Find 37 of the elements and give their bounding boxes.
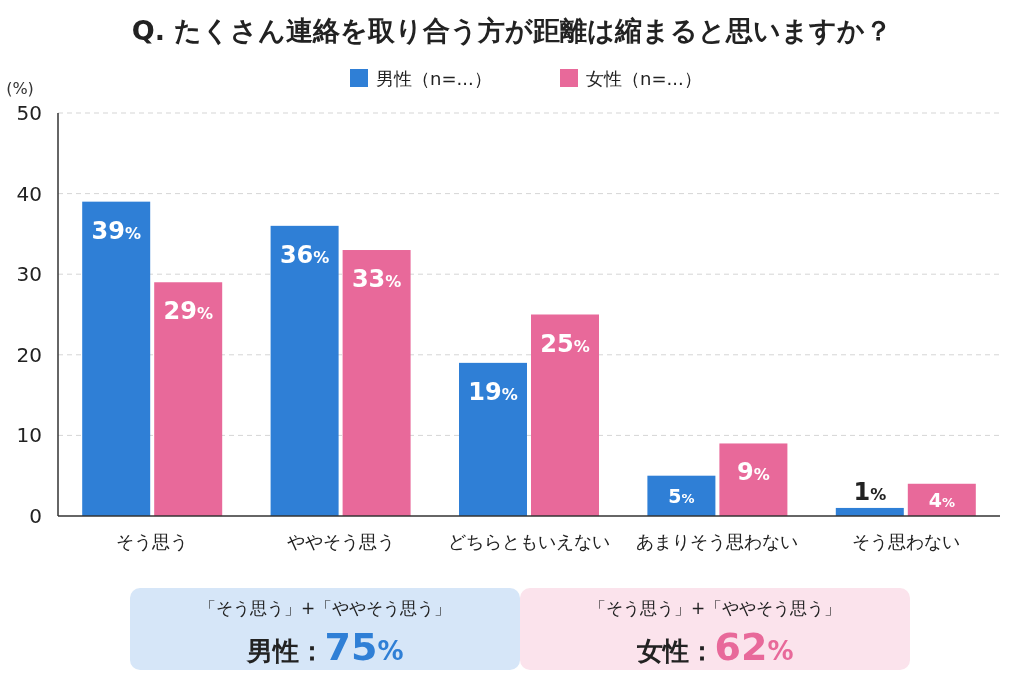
text: 女性：62% — [635, 625, 794, 669]
data-label: 9% — [737, 458, 770, 487]
x-tick-label: どちらともいえない — [448, 531, 610, 552]
x-tick-label: あまりそう思わない — [636, 531, 799, 552]
y-axis-title: (%) — [6, 79, 34, 98]
data-label: 29% — [163, 297, 213, 326]
bar — [154, 282, 223, 516]
data-label: 36% — [279, 240, 330, 269]
y-tick-label: 50 — [16, 101, 42, 125]
data-label: 33% — [351, 265, 402, 294]
bar — [82, 201, 151, 516]
y-tick-label: 20 — [16, 342, 42, 367]
bar — [719, 443, 788, 516]
data-label: 4% — [928, 488, 955, 511]
y-tick-label: 30 — [16, 262, 42, 287]
bar — [270, 225, 339, 516]
x-tick-label: そう思わない — [851, 531, 960, 552]
chart-title: Q. たくさん連絡を取り合う方が距離は縮まると思いますか？ — [131, 15, 893, 46]
bar — [459, 362, 527, 516]
text: 男性：75% — [245, 625, 404, 669]
text: 「そう思う」+「ややそう思う」 — [198, 598, 452, 618]
y-tick-label: 10 — [16, 423, 42, 448]
data-label: 25% — [540, 329, 590, 358]
legend-label: 男性（n=...） — [376, 68, 492, 89]
legend-label: 女性（n=...） — [586, 68, 702, 89]
y-tick-label: 40 — [16, 181, 42, 206]
text: 「そう思う」+「ややそう思う」 — [588, 598, 842, 618]
data-label: 5% — [668, 484, 695, 507]
bar — [647, 475, 716, 516]
y-tick-label: 0 — [29, 504, 42, 528]
bar — [342, 250, 411, 516]
x-tick-label: そう思う — [116, 531, 189, 552]
data-label: 19% — [468, 377, 518, 406]
bar — [531, 314, 599, 516]
data-label: 1% — [853, 477, 887, 506]
x-tick-label: ややそう思う — [286, 531, 395, 552]
data-label: 39% — [91, 216, 141, 245]
